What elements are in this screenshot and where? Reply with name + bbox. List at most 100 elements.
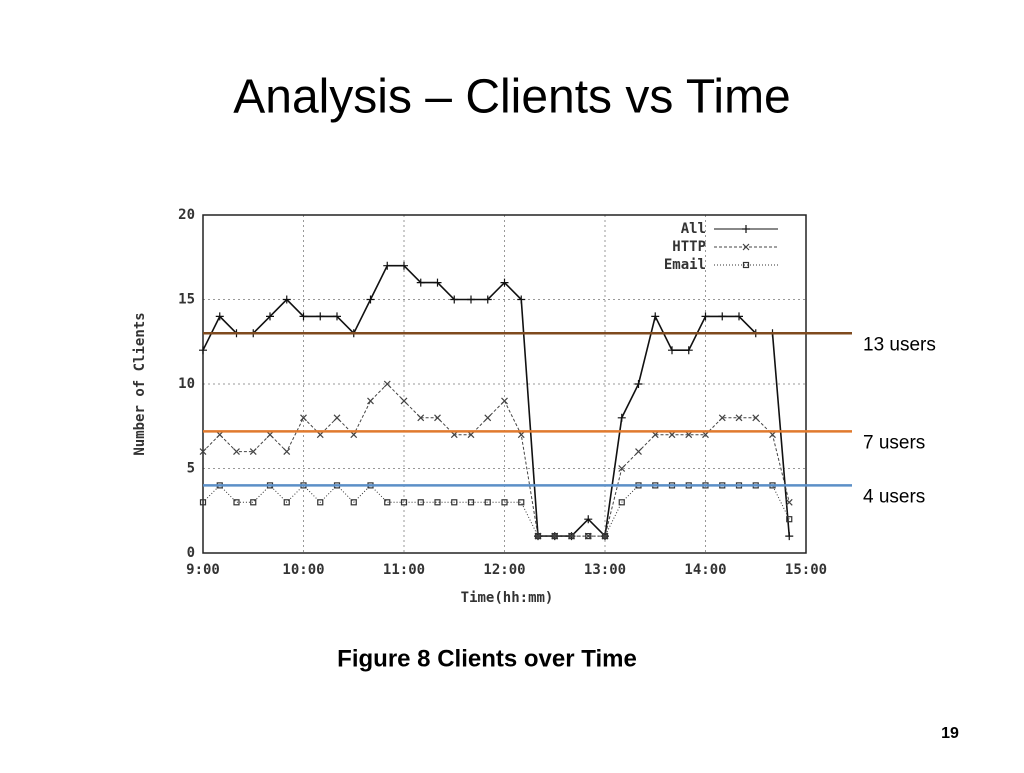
marker (417, 499, 424, 506)
marker (400, 397, 408, 405)
marker (233, 448, 240, 456)
marker (742, 261, 750, 269)
marker (584, 515, 593, 524)
marker (216, 431, 224, 439)
marker (417, 414, 425, 422)
marker (383, 380, 391, 388)
marker (742, 243, 750, 251)
x-tick-label: 10:00 (282, 562, 324, 578)
marker (384, 499, 391, 506)
marker (250, 499, 257, 506)
reference-label: 4 users (863, 486, 925, 507)
x-tick-label: 9:00 (186, 562, 220, 578)
marker (685, 431, 693, 439)
marker (500, 278, 509, 287)
y-tick-label: 20 (178, 207, 195, 223)
reference-label: 13 users (863, 334, 936, 355)
marker (451, 499, 458, 506)
x-tick-label: 12:00 (483, 562, 525, 578)
marker (333, 414, 341, 422)
x-tick-label: 14:00 (684, 562, 726, 578)
marker (702, 431, 709, 439)
marker (434, 414, 441, 422)
marker (416, 278, 425, 287)
page-number: 19 (941, 725, 959, 742)
y-axis-label: Number of Clients (132, 312, 148, 455)
marker (752, 414, 760, 422)
marker (266, 312, 274, 321)
marker (350, 499, 357, 506)
legend-label: All (681, 221, 706, 237)
marker (718, 414, 726, 422)
x-tick-label: 11:00 (383, 562, 425, 578)
y-tick-label: 5 (187, 461, 195, 477)
marker (249, 448, 257, 456)
marker (300, 414, 307, 422)
marker (400, 499, 408, 506)
marker (433, 278, 442, 287)
marker (769, 431, 776, 439)
marker (585, 532, 592, 540)
x-tick-label: 13:00 (584, 562, 626, 578)
marker (367, 397, 374, 405)
marker (467, 295, 475, 304)
marker (668, 346, 676, 355)
marker (635, 448, 642, 456)
marker (450, 295, 459, 304)
marker (701, 312, 710, 321)
marker (299, 312, 308, 321)
legend-label: Email (664, 257, 706, 273)
marker (215, 312, 224, 321)
marker (467, 499, 475, 506)
marker (617, 413, 626, 422)
marker (735, 312, 743, 321)
x-tick-label: 15:00 (785, 562, 827, 578)
marker (484, 414, 492, 422)
marker (483, 295, 492, 304)
marker (742, 225, 750, 233)
marker (518, 499, 525, 506)
marker (199, 346, 207, 355)
marker (785, 498, 793, 506)
marker (434, 499, 441, 506)
marker (199, 499, 207, 506)
marker (266, 431, 274, 439)
marker (568, 532, 575, 540)
marker (684, 346, 693, 355)
marker (618, 465, 626, 472)
legend-label: HTTP (672, 239, 706, 255)
marker (601, 532, 609, 540)
series-line (202, 264, 791, 538)
marker (316, 431, 324, 439)
marker (718, 312, 727, 321)
marker (501, 499, 508, 506)
figure-caption: Figure 8 Clients over Time (337, 645, 637, 672)
y-tick-label: 0 (187, 545, 195, 561)
y-tick-label: 10 (178, 376, 195, 392)
marker (668, 431, 676, 439)
marker (366, 295, 375, 304)
marker (316, 312, 325, 321)
marker (317, 499, 324, 506)
reference-label: 7 users (863, 432, 925, 453)
marker (501, 397, 508, 405)
marker (233, 499, 240, 506)
y-tick-label: 15 (178, 292, 195, 308)
marker (618, 499, 625, 506)
slide-title: Analysis – Clients vs Time (233, 71, 791, 124)
marker (350, 431, 358, 439)
marker (651, 431, 659, 439)
marker (282, 295, 291, 304)
marker (467, 431, 475, 439)
x-axis-label: Time(hh:mm) (461, 590, 554, 606)
marker (785, 532, 794, 541)
marker (534, 532, 542, 540)
marker (735, 414, 743, 422)
marker (517, 295, 526, 304)
marker (517, 431, 525, 439)
series-line (202, 383, 790, 537)
marker (199, 448, 207, 456)
marker (400, 261, 408, 270)
marker (551, 532, 558, 540)
